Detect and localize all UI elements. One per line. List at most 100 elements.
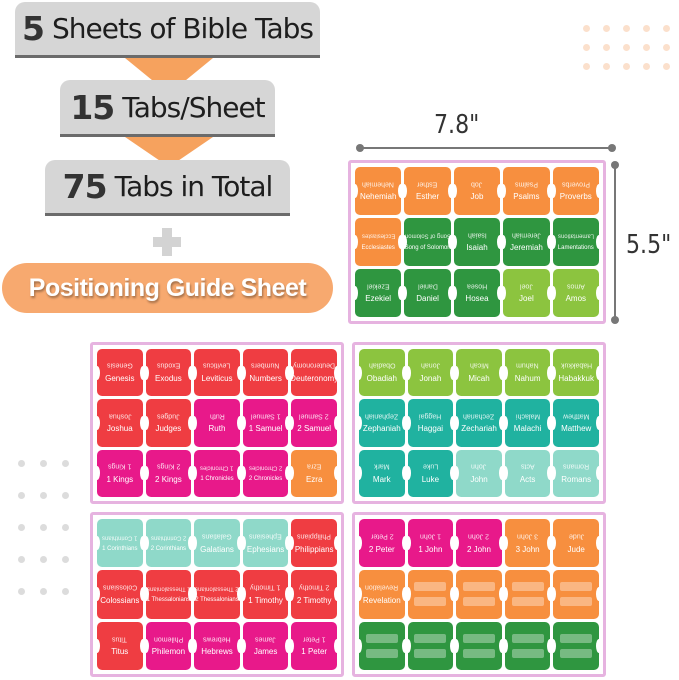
tab-label: James (253, 647, 278, 657)
blank-label-area (511, 648, 544, 658)
dot (663, 44, 670, 51)
bible-tab: John John (456, 449, 502, 497)
tab-label-upside-down: Exodus (156, 362, 181, 370)
bible-tab: 2 Corinthians 2 Corinthians (145, 519, 192, 568)
bible-tab: Luke Luke (407, 449, 454, 497)
tab-label-upside-down: 2 Corinthians (150, 534, 187, 541)
dot (40, 588, 47, 595)
blank-tab (553, 621, 599, 670)
tab-label: Job (470, 192, 484, 202)
tab-label: 2 Thessalonians (195, 597, 239, 604)
bible-tab: Obadiah Obadiah (359, 349, 405, 397)
bible-tab: 2 John 2 John (456, 519, 502, 568)
blank-label-area (560, 648, 593, 658)
tab-label: Isaiah (466, 243, 488, 253)
width-line-endpoint (356, 144, 364, 152)
blank-label-area (463, 648, 495, 658)
bible-tab: Zephaniah Zephaniah (359, 399, 405, 447)
dot (603, 44, 610, 51)
blank-tab (504, 621, 551, 670)
blank-label-area (560, 597, 593, 607)
bible-tab: Mark Mark (359, 449, 405, 497)
bible-tab: Ephesians Ephesians (242, 519, 289, 568)
dot (663, 25, 670, 32)
bible-tab: 2 Samuel 2 Samuel (291, 399, 337, 447)
bible-tab: Daniel Daniel (404, 269, 451, 317)
dot (603, 63, 610, 70)
bible-tab: 2 Kings 2 Kings (145, 449, 192, 497)
dot (623, 63, 630, 70)
bible-tab: 3 John 3 John (504, 519, 551, 568)
height-line-endpoint (611, 316, 619, 324)
width-line-endpoint (608, 144, 616, 152)
tab-label: 2 Kings (155, 474, 182, 484)
decorative-dots-orange (583, 25, 670, 70)
tab-label: Esther (416, 192, 440, 202)
tab-label: 2 Peter (368, 544, 395, 554)
bible-tab: 1 Thessalonians 1 Thessalonians (145, 570, 192, 619)
bible-tab: Psalms Psalms (503, 167, 550, 215)
tab-label-upside-down: Hosea (466, 282, 488, 290)
dot (583, 63, 590, 70)
tab-label: Jeremiah (509, 243, 543, 253)
blank-label-area (414, 633, 447, 643)
dot (583, 25, 590, 32)
banner-tabs-per-sheet: 15 Tabs/Sheet (60, 80, 275, 137)
tab-label-upside-down: Leviticus (203, 362, 231, 370)
tab-label: Song of Solomon (404, 245, 451, 251)
bible-tab: Jeremiah Jeremiah (503, 218, 550, 266)
tab-label-upside-down: Haggai (419, 412, 442, 420)
dot (643, 25, 650, 32)
dot (18, 524, 25, 531)
dot (583, 44, 590, 51)
tabs-per-sheet-text: Tabs/Sheet (122, 90, 265, 124)
bible-tab: 2 Timothy 2 Timothy (291, 570, 337, 619)
tab-label-upside-down: Micah (469, 362, 489, 370)
bible-tab: Leviticus Leviticus (194, 349, 240, 397)
tab-label-upside-down: 2 Thessalonians (195, 585, 239, 592)
tab-label: Ephesians (246, 544, 285, 554)
tab-label-upside-down: Zechariah (463, 412, 495, 420)
tab-label-upside-down: Joel (519, 282, 533, 290)
bible-tab: Romans Romans (553, 449, 599, 497)
dot (62, 588, 69, 595)
bible-tab: Jude Jude (553, 519, 599, 568)
tab-label-upside-down: Ecclesiastes (361, 233, 395, 239)
tab-label-upside-down: 2 Timothy (299, 583, 330, 591)
decorative-dots-gray (18, 460, 69, 595)
tab-label: Amos (565, 294, 587, 304)
dot (62, 556, 69, 563)
tab-label-upside-down: Deuteronomy (293, 362, 336, 370)
dot (40, 556, 47, 563)
tab-label: Mark (372, 474, 391, 484)
dot (18, 492, 25, 499)
tab-label: 2 Corinthians (150, 546, 187, 553)
blank-tab (456, 570, 502, 619)
tab-label: Nahum (514, 374, 541, 384)
bible-tab: Amos Amos (552, 269, 599, 317)
tab-label: 1 Peter (301, 647, 328, 657)
tab-label-upside-down: Song of Solomon (404, 233, 451, 239)
tab-label: 3 John (515, 544, 540, 554)
tab-label-upside-down: 1 Peter (302, 635, 326, 643)
tab-label: 1 Kings (106, 474, 134, 484)
bible-tab: James James (242, 621, 289, 670)
tab-label: Habakkuk (558, 374, 594, 384)
tab-label: 2 Timothy (296, 595, 332, 605)
tab-label: 1 Timothy (248, 595, 283, 605)
tab-label-upside-down: Obadiah (368, 362, 396, 370)
tab-label: Daniel (416, 294, 439, 304)
tab-label-upside-down: Galatians (202, 532, 232, 540)
bible-tab: Exodus Exodus (145, 349, 192, 397)
tab-label-upside-down: Philippians (297, 532, 332, 540)
blank-label-area (511, 633, 544, 643)
height-line (614, 165, 616, 320)
tab-label-upside-down: Joshua (108, 412, 132, 420)
bible-tab: Judges Judges (145, 399, 192, 447)
tab-label-upside-down: Romans (563, 462, 590, 470)
bible-tab: Genesis Genesis (97, 349, 143, 397)
tab-label-upside-down: 2 Kings (156, 462, 181, 470)
bible-tab: Micah Micah (456, 349, 502, 397)
tab-label: Zephaniah (362, 424, 401, 434)
tab-label-upside-down: Psalms (514, 180, 538, 188)
